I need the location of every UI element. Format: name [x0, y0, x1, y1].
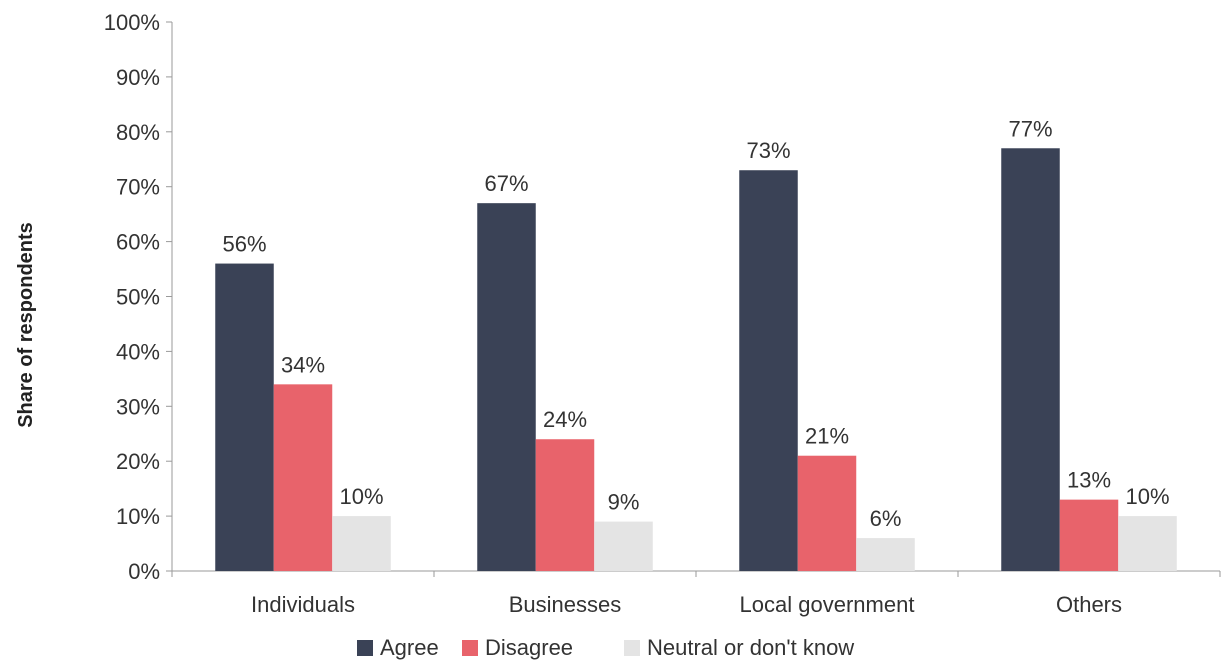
- y-tick-label: 20%: [116, 449, 160, 474]
- bar-value-label: 9%: [608, 490, 640, 515]
- legend: Agree Disagree Neutral or don't know: [357, 635, 854, 660]
- bar: [739, 170, 798, 572]
- bar: [594, 521, 653, 571]
- legend-swatch: [357, 640, 373, 656]
- bar: [1118, 516, 1177, 571]
- y-axis-title: Share of respondents: [15, 222, 37, 428]
- y-tick-label: 60%: [116, 230, 160, 255]
- x-category-label: Businesses: [509, 592, 622, 617]
- bar-value-label: 10%: [1125, 484, 1169, 509]
- bar-value-label: 34%: [281, 352, 325, 377]
- bars: [215, 148, 1177, 572]
- bar-value-label: 6%: [870, 506, 902, 531]
- bar-value-label: 73%: [746, 138, 790, 163]
- y-tick-label: 50%: [116, 285, 160, 310]
- bar-value-label: 13%: [1067, 468, 1111, 493]
- bar: [1001, 148, 1060, 571]
- bar: [1059, 499, 1119, 571]
- y-axis: 0% 10% 20% 30% 40% 50% 60% 70% 80% 90% 100%: [104, 10, 173, 584]
- bar-value-label: 10%: [339, 484, 383, 509]
- legend-label: Agree: [380, 635, 439, 660]
- legend-swatch: [624, 640, 640, 656]
- y-tick-label: 70%: [116, 175, 160, 200]
- bar-value-label: 56%: [222, 232, 266, 257]
- x-axis: Individuals Businesses Local government Oth…: [171, 570, 1221, 617]
- legend-swatch: [462, 640, 478, 656]
- y-tick-label: 40%: [116, 339, 160, 364]
- bar: [273, 384, 333, 571]
- y-tick-label: 80%: [116, 120, 160, 145]
- x-category-label: Local government: [740, 592, 915, 617]
- y-tick-label: 30%: [116, 394, 160, 419]
- y-tick-label: 10%: [116, 504, 160, 529]
- legend-label: Neutral or don't know: [647, 635, 854, 660]
- x-category-label: Others: [1056, 592, 1122, 617]
- y-tick-label: 0%: [128, 559, 160, 584]
- bar-value-label: 67%: [484, 171, 528, 196]
- bar: [535, 439, 595, 571]
- y-tick-label: 100%: [104, 10, 160, 35]
- bar: [856, 538, 915, 571]
- bar-value-label: 77%: [1008, 116, 1052, 141]
- bar: [332, 516, 391, 571]
- x-category-label: Individuals: [251, 592, 355, 617]
- y-tick-label: 90%: [116, 65, 160, 90]
- bar-value-label: 21%: [805, 424, 849, 449]
- data-labels: 56% 67% 73% 77% 34% 24% 21% 13% 10% 9% 6% 10%: [222, 116, 1169, 531]
- bar: [215, 263, 274, 571]
- bar: [797, 455, 857, 571]
- bar: [477, 203, 536, 572]
- bar-value-label: 24%: [543, 407, 587, 432]
- legend-label: Disagree: [485, 635, 573, 660]
